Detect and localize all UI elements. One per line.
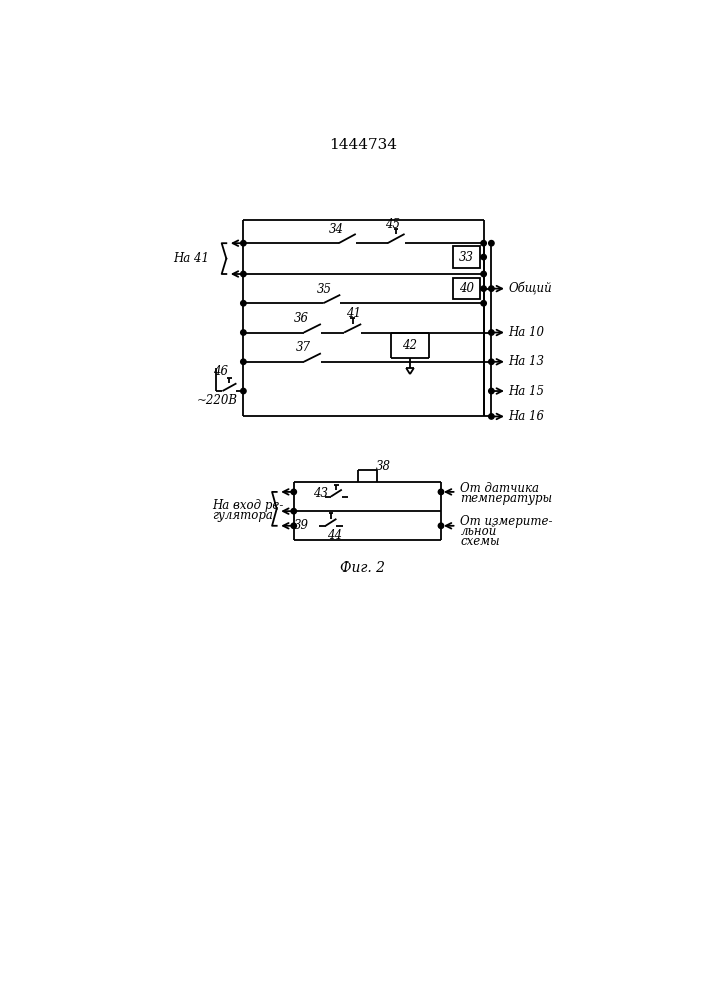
- Circle shape: [240, 241, 246, 246]
- Text: На 13: На 13: [508, 355, 544, 368]
- Circle shape: [481, 241, 486, 246]
- Text: 38: 38: [375, 460, 390, 473]
- Circle shape: [481, 286, 486, 291]
- Text: температуры: температуры: [460, 492, 552, 505]
- Circle shape: [240, 271, 246, 277]
- Circle shape: [489, 359, 494, 364]
- Text: На вход ре-: На вход ре-: [212, 498, 284, 512]
- Circle shape: [489, 286, 494, 291]
- Circle shape: [481, 254, 486, 260]
- Text: 39: 39: [294, 519, 309, 532]
- Text: 34: 34: [329, 223, 344, 236]
- Circle shape: [291, 523, 296, 528]
- Text: 43: 43: [313, 487, 328, 500]
- Circle shape: [240, 301, 246, 306]
- Text: Фиг. 2: Фиг. 2: [340, 561, 385, 575]
- Text: От датчика: От датчика: [460, 482, 539, 495]
- Text: ~220В: ~220В: [197, 394, 238, 407]
- Text: 41: 41: [346, 307, 361, 320]
- Text: 36: 36: [294, 312, 309, 325]
- Text: 1444734: 1444734: [329, 138, 397, 152]
- Circle shape: [489, 388, 494, 394]
- Text: 35: 35: [317, 283, 332, 296]
- Text: На 15: На 15: [508, 385, 544, 398]
- Circle shape: [438, 489, 444, 495]
- Text: На 10: На 10: [508, 326, 544, 339]
- Circle shape: [240, 330, 246, 335]
- Text: 42: 42: [402, 339, 418, 352]
- Text: 33: 33: [459, 251, 474, 264]
- Circle shape: [291, 508, 296, 514]
- Text: 40: 40: [459, 282, 474, 295]
- Text: льной: льной: [460, 525, 497, 538]
- Circle shape: [489, 414, 494, 419]
- Text: Общий: Общий: [508, 282, 552, 295]
- Circle shape: [481, 301, 486, 306]
- Bar: [452, 246, 480, 268]
- Circle shape: [240, 359, 246, 364]
- Text: От измерите-: От измерите-: [460, 515, 553, 528]
- Text: 37: 37: [296, 341, 311, 354]
- Circle shape: [291, 489, 296, 495]
- Text: схемы: схемы: [460, 535, 500, 548]
- Circle shape: [438, 523, 444, 528]
- Text: На 41: На 41: [174, 252, 209, 265]
- Circle shape: [489, 330, 494, 335]
- Text: На 16: На 16: [508, 410, 544, 423]
- Text: 44: 44: [327, 529, 342, 542]
- Bar: [452, 278, 480, 299]
- Circle shape: [489, 241, 494, 246]
- Text: гулятора: гулятора: [212, 509, 273, 522]
- Text: 46: 46: [213, 365, 228, 378]
- Circle shape: [481, 271, 486, 277]
- Text: 45: 45: [385, 218, 400, 231]
- Circle shape: [240, 388, 246, 394]
